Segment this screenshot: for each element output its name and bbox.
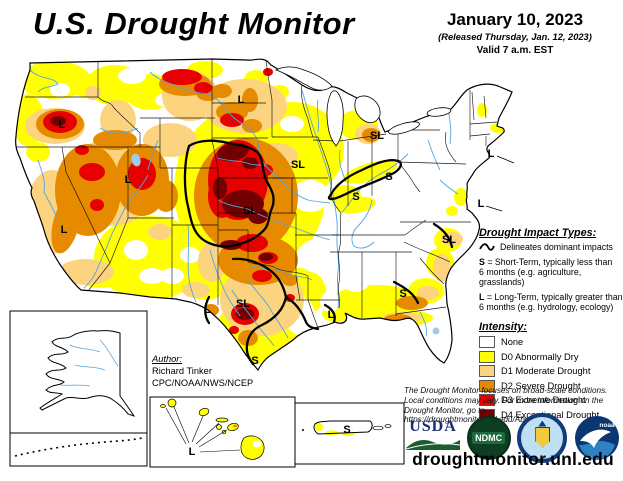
- commerce-eagle-icon: [538, 420, 547, 427]
- map-label-california: L: [61, 224, 68, 236]
- website-url: droughtmonitor.unl.edu: [412, 449, 614, 469]
- map-label-michigan: SL: [370, 130, 384, 142]
- author-title: Author:: [152, 354, 182, 364]
- agency-logos: USDA NDMC noaa: [405, 412, 620, 463]
- great-salt-lake: [131, 153, 141, 167]
- usda-logo: USDA: [405, 418, 461, 455]
- puerto-rico-inset: [302, 420, 392, 436]
- page-title: U.S. Drought Monitor: [33, 6, 355, 41]
- long-term-symbol: L: [479, 292, 485, 302]
- ndmc-logo-text: NDMC: [472, 431, 506, 444]
- legend-item-d2: D2 Severe Drought: [479, 379, 623, 392]
- map-label-ohio-valley: S: [385, 171, 392, 183]
- none-swatch: [479, 336, 495, 348]
- impact-types-title: Drought Impact Types:: [479, 227, 597, 239]
- map-label-georgia: S: [399, 288, 406, 300]
- long-term-definition: L = Long-Term, typically greater than 6 …: [479, 292, 623, 312]
- alaska-inset: [14, 330, 143, 457]
- d4-exceptional-drought-areas: [50, 116, 273, 320]
- d3-label: D3 Extreme Drought: [501, 395, 586, 405]
- lake-okeechobee: [432, 327, 440, 335]
- d0-swatch: [479, 350, 495, 363]
- date-block: January 10, 2023 (Released Thursday, Jan…: [412, 10, 618, 56]
- legend-item-d0: D0 Abnormally Dry: [479, 350, 623, 363]
- author-block: Author: Richard Tinker CPC/NOAA/NWS/NCEP: [152, 353, 253, 389]
- hawaii-inset: [160, 398, 265, 460]
- map-label-utah: L: [125, 174, 132, 186]
- noaa-logo-text: noaa: [599, 422, 615, 429]
- map-label-hawaii: L: [189, 446, 196, 458]
- short-term-line2: 6 months (e.g. agriculture, grasslands): [479, 267, 582, 287]
- d0-label: D0 Abnormally Dry: [501, 351, 579, 362]
- author-name: Richard Tinker: [152, 366, 212, 376]
- legend-item-d3: D3 Extreme Drought: [479, 394, 623, 406]
- author-org: CPC/NOAA/NWS/NCEP: [152, 378, 254, 388]
- map-label-oregon: L: [59, 119, 66, 131]
- d3-swatch: [479, 394, 495, 406]
- legend-item-d1: D1 Moderate Drought: [479, 365, 623, 377]
- d1-label: D1 Moderate Drought: [501, 366, 591, 376]
- none-label: None: [501, 337, 524, 347]
- map-label-central-texas: SL: [236, 298, 250, 310]
- usda-logo-text: USDA: [409, 418, 457, 435]
- noaa-logo: noaa: [574, 415, 619, 460]
- d2-swatch: [479, 379, 495, 392]
- map-impact-labels: L SL SL S S L L SL S L SL L L L SL L S L…: [59, 94, 495, 458]
- delineates-label: Delineates dominant impacts: [500, 242, 613, 252]
- valid-time: Valid 7 a.m. EST: [476, 45, 554, 56]
- commerce-shield-icon: [535, 426, 551, 448]
- map-label-kansas: SL: [243, 205, 257, 217]
- map-label-illinois: S: [352, 191, 359, 203]
- inset-boxes: [9, 310, 405, 468]
- impact-delineation-lines: [183, 139, 454, 366]
- state-borders: [16, 59, 498, 329]
- commerce-logo: [517, 412, 568, 463]
- map-label-iowa: SL: [291, 159, 305, 171]
- short-term-definition: S = Short-Term, typically less than 6 mo…: [479, 257, 623, 287]
- map-label-louisiana: L: [328, 309, 335, 321]
- release-date: (Released Thursday, Jan. 12, 2023): [438, 32, 592, 42]
- ndmc-logo: NDMC: [466, 415, 511, 460]
- map-date: January 10, 2023: [446, 10, 584, 29]
- map-label-south-texas: S: [251, 355, 258, 367]
- map-label-mid-atlantic: L: [478, 198, 485, 210]
- great-lakes: [274, 66, 452, 147]
- squiggle-icon: [479, 243, 495, 251]
- map-label-new-england: L: [488, 148, 495, 160]
- long-term-line1: = Long-Term, typically greater than: [486, 292, 623, 302]
- disclaimer-line1: The Drought Monitor focuses on broad-sca…: [404, 386, 608, 395]
- short-term-line1: = Short-Term, typically less than: [487, 257, 613, 267]
- delineates-row: Delineates dominant impacts: [479, 242, 623, 252]
- intensity-title: Intensity:: [479, 321, 527, 333]
- d1-swatch: [479, 365, 495, 377]
- label-pointer-lines: [485, 155, 515, 212]
- short-term-symbol: S: [479, 257, 485, 267]
- map-label-carolinas: SL: [442, 234, 456, 246]
- legend-item-none: None: [479, 336, 623, 348]
- map-label-north-dakota: L: [238, 94, 245, 106]
- map-label-west-texas: L: [204, 304, 211, 316]
- disclaimer-line2: Local conditions may vary. For more info…: [404, 395, 604, 405]
- usda-field-icon: [405, 440, 461, 450]
- long-term-line2: 6 months (e.g. hydrology, ecology): [479, 302, 614, 312]
- map-label-puerto-rico: S: [343, 424, 350, 436]
- d2-label: D2 Severe Drought: [501, 380, 581, 391]
